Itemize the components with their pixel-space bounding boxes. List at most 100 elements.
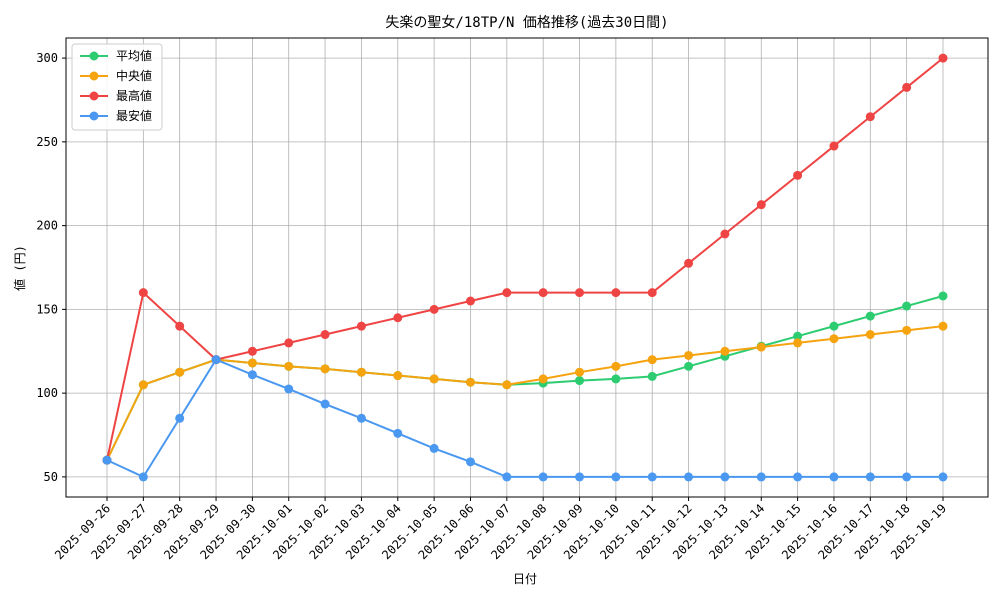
- data-point: [829, 472, 839, 482]
- data-point: [465, 377, 475, 387]
- data-point: [393, 371, 403, 381]
- data-point: [356, 321, 366, 331]
- data-point: [611, 374, 621, 384]
- data-point: [720, 346, 730, 356]
- data-point: [102, 455, 112, 465]
- data-point: [756, 200, 766, 210]
- data-point: [902, 325, 912, 335]
- data-point: [611, 472, 621, 482]
- data-point: [538, 288, 548, 298]
- data-point: [720, 229, 730, 239]
- data-point: [138, 288, 148, 298]
- data-point: [829, 321, 839, 331]
- data-point: [938, 321, 948, 331]
- data-point: [175, 321, 185, 331]
- y-tick-label: 300: [36, 51, 58, 65]
- data-point: [902, 82, 912, 92]
- data-point: [138, 380, 148, 390]
- legend-marker: [89, 91, 99, 101]
- y-tick-label: 50: [44, 470, 58, 484]
- legend-label: 平均値: [116, 48, 152, 63]
- chart-title: 失楽の聖女/18TP/N 価格推移(過去30日間): [385, 14, 668, 31]
- data-point: [465, 457, 475, 467]
- data-point: [502, 380, 512, 390]
- data-point: [356, 413, 366, 423]
- data-point: [284, 384, 294, 394]
- data-point: [865, 112, 875, 122]
- data-point: [647, 371, 657, 381]
- data-point: [247, 346, 257, 356]
- data-point: [393, 313, 403, 323]
- series-line: [106, 57, 944, 461]
- data-point: [865, 472, 875, 482]
- data-point: [829, 334, 839, 344]
- legend-marker: [89, 51, 99, 61]
- data-point: [320, 364, 330, 374]
- data-point: [902, 472, 912, 482]
- data-point: [211, 355, 221, 365]
- data-point: [247, 358, 257, 368]
- data-point: [684, 472, 694, 482]
- data-point: [793, 331, 803, 341]
- data-point: [720, 472, 730, 482]
- legend-label: 最高値: [116, 88, 152, 103]
- data-point: [538, 374, 548, 384]
- data-point: [756, 342, 766, 352]
- data-point: [429, 374, 439, 384]
- data-point: [938, 472, 948, 482]
- legend-label: 最安値: [116, 108, 152, 123]
- data-point: [429, 304, 439, 314]
- data-point: [284, 361, 294, 371]
- data-point: [575, 367, 585, 377]
- x-axis-label: 日付: [513, 572, 537, 586]
- series-line: [106, 358, 943, 479]
- data-point: [247, 370, 257, 380]
- data-point: [647, 355, 657, 365]
- data-point: [393, 428, 403, 438]
- series-line: [106, 325, 944, 461]
- y-tick-label: 200: [36, 219, 58, 233]
- data-point: [502, 472, 512, 482]
- data-point: [465, 296, 475, 306]
- data-point: [902, 301, 912, 311]
- data-point: [611, 361, 621, 371]
- data-point: [829, 141, 839, 151]
- data-point: [938, 291, 948, 301]
- data-point: [538, 472, 548, 482]
- data-point: [647, 472, 657, 482]
- legend-marker: [89, 111, 99, 121]
- data-point: [793, 170, 803, 180]
- legend-box: [71, 43, 163, 131]
- data-point: [575, 472, 585, 482]
- data-point: [429, 443, 439, 453]
- data-point: [284, 338, 294, 348]
- data-point: [684, 361, 694, 371]
- data-point: [938, 53, 948, 63]
- data-point: [175, 413, 185, 423]
- data-point: [138, 472, 148, 482]
- legend-label: 中央値: [116, 68, 152, 83]
- data-point: [793, 338, 803, 348]
- data-point: [647, 288, 657, 298]
- data-point: [575, 288, 585, 298]
- data-point: [611, 288, 621, 298]
- data-point: [175, 367, 185, 377]
- data-point: [502, 288, 512, 298]
- data-point: [793, 472, 803, 482]
- plot-frame: [65, 37, 989, 498]
- y-tick-label: 100: [36, 386, 58, 400]
- y-axis-label: 値 (円): [12, 245, 27, 291]
- y-tick-label: 250: [36, 135, 58, 149]
- data-point: [320, 399, 330, 409]
- y-tick-label: 150: [36, 302, 58, 316]
- legend-marker: [89, 71, 99, 81]
- data-point: [320, 330, 330, 340]
- data-point: [865, 330, 875, 340]
- data-point: [356, 367, 366, 377]
- data-point: [684, 258, 694, 268]
- data-point: [684, 350, 694, 360]
- data-point: [575, 376, 585, 386]
- data-point: [756, 472, 766, 482]
